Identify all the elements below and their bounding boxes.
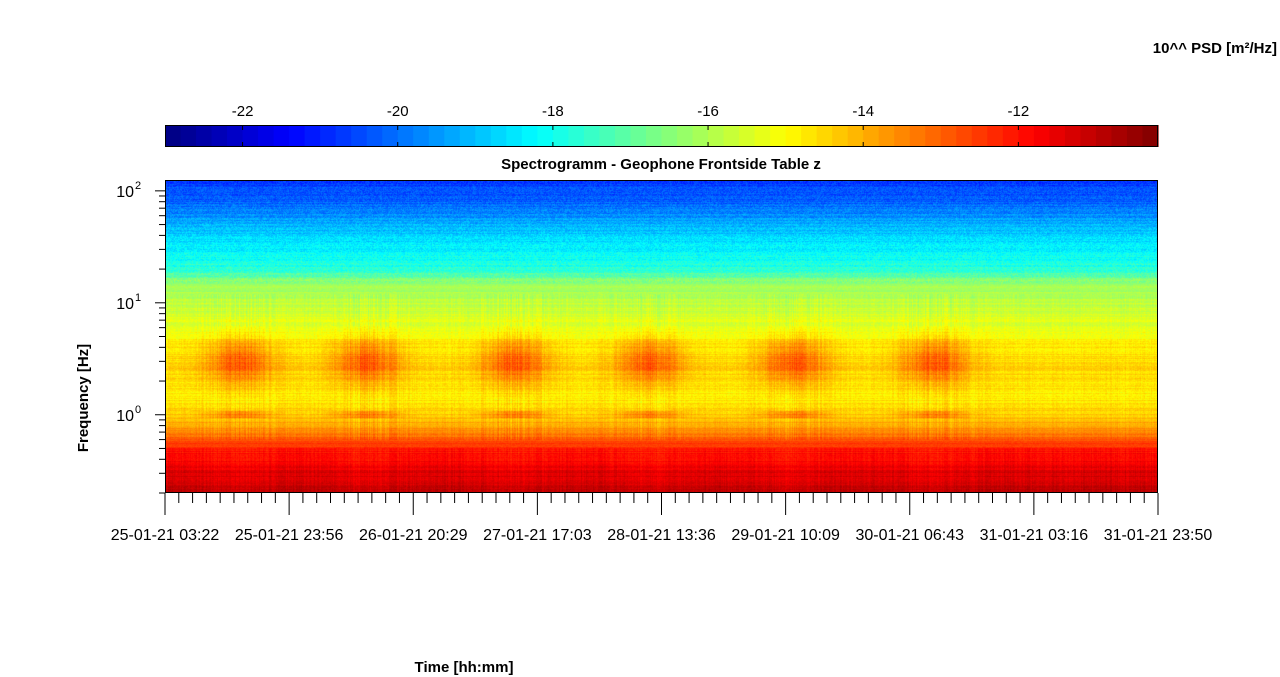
y-tick-label-exponent: 2: [135, 180, 141, 192]
colorbar-segment: [677, 125, 694, 147]
colorbar-segment: [1002, 125, 1019, 147]
colorbar-segment: [1033, 125, 1050, 147]
colorbar-segment: [227, 125, 244, 147]
y-axis-label: Frequency [Hz]: [75, 344, 92, 452]
colorbar-segment: [1080, 125, 1097, 147]
x-tick-label: 26-01-21 20:29: [359, 527, 468, 544]
colorbar-segment: [630, 125, 647, 147]
colorbar-tick-label: -12: [1008, 103, 1030, 120]
colorbar-segment: [987, 125, 1004, 147]
plot-frame: [165, 180, 1158, 493]
colorbar-segment: [1018, 125, 1035, 147]
colorbar-frame: [165, 125, 1158, 147]
colorbar-segment: [599, 125, 616, 147]
colorbar-segment: [785, 125, 802, 147]
colorbar-segment: [1049, 125, 1066, 147]
colorbar-tick-label: -16: [697, 103, 719, 120]
colorbar-segment: [413, 125, 430, 147]
x-tick-label: 29-01-21 10:09: [731, 527, 840, 544]
x-axis: 25-01-21 03:22 25-01-21 23:56 26-01-21 20:…: [111, 493, 1213, 544]
colorbar: [165, 125, 1159, 147]
colorbar-segment: [754, 125, 771, 147]
colorbar-segment: [242, 125, 259, 147]
colorbar-segment: [351, 125, 368, 147]
y-tick-label: 10: [116, 184, 134, 201]
colorbar-segment: [770, 125, 787, 147]
colorbar-segment: [444, 125, 461, 147]
colorbar-segment: [459, 125, 476, 147]
spectrogram-heatmap: [165, 180, 1158, 493]
colorbar-segment: [258, 125, 275, 147]
colorbar-segment: [180, 125, 197, 147]
colorbar-tick-label: -20: [387, 103, 409, 120]
colorbar-segment: [1142, 125, 1159, 147]
colorbar-segment: [506, 125, 523, 147]
colorbar-segment: [909, 125, 926, 147]
colorbar-tick-label: -18: [542, 103, 564, 120]
colorbar-segment: [165, 125, 182, 147]
colorbar-segment: [382, 125, 399, 147]
colorbar-segment: [490, 125, 507, 147]
colorbar-segment: [925, 125, 942, 147]
y-tick-label: 10: [116, 408, 134, 425]
x-tick-label: 31-01-21 23:50: [1104, 527, 1213, 544]
x-tick-label: 28-01-21 13:36: [607, 527, 716, 544]
chart-title: Spectrogramm - Geophone Frontside Table …: [501, 156, 821, 173]
colorbar-tick-label: -14: [852, 103, 874, 120]
colorbar-ticks: -22 -20 -18 -16 -14 -12: [232, 103, 1029, 147]
colorbar-segment: [645, 125, 663, 147]
colorbar-segment: [273, 125, 290, 147]
colorbar-segment: [1111, 125, 1128, 147]
x-tick-label: 27-01-21 17:03: [483, 527, 592, 544]
colorbar-segment: [1126, 125, 1144, 147]
colorbar-segment: [708, 125, 725, 147]
colorbar-segment: [537, 125, 554, 147]
colorbar-segment: [335, 125, 352, 147]
colorbar-segment: [832, 125, 849, 147]
colorbar-segment: [552, 125, 570, 147]
colorbar-segment: [614, 125, 632, 147]
colorbar-segment: [1095, 125, 1113, 147]
colorbar-segment: [894, 125, 911, 147]
colorbar-tick-label: -22: [232, 103, 254, 120]
colorbar-segment: [863, 125, 880, 147]
colorbar-segment: [739, 125, 756, 147]
colorbar-segment: [878, 125, 895, 147]
colorbar-segment: [816, 125, 833, 147]
y-tick-label-exponent: 1: [135, 292, 141, 304]
x-axis-label: Time [hh:mm]: [415, 659, 514, 676]
colorbar-segment: [1064, 125, 1082, 147]
colorbar-segment: [568, 125, 585, 147]
colorbar-segment: [428, 125, 445, 147]
colorbar-segment: [956, 125, 973, 147]
colorbar-segment: [971, 125, 988, 147]
colorbar-segment: [475, 125, 492, 147]
colorbar-segment: [723, 125, 740, 147]
colorbar-segment: [801, 125, 818, 147]
colorbar-segment: [289, 125, 306, 147]
y-tick-label-exponent: 0: [135, 404, 141, 416]
colorbar-segment: [661, 125, 678, 147]
colorbar-segment: [692, 125, 709, 147]
colorbar-segment: [196, 125, 213, 147]
x-tick-label: 25-01-21 03:22: [111, 527, 220, 544]
colorbar-segment: [940, 125, 957, 147]
x-tick-label: 25-01-21 23:56: [235, 527, 344, 544]
colorbar-segment: [521, 125, 538, 147]
colorbar-segment: [320, 125, 337, 147]
colorbar-segment: [397, 125, 414, 147]
colorbar-segment: [211, 125, 228, 147]
colorbar-label: 10^^ PSD [m²/Hz]: [1152, 40, 1277, 57]
colorbar-segment: [847, 125, 864, 147]
x-tick-label: 31-01-21 03:16: [980, 527, 1089, 544]
y-tick-label: 10: [116, 296, 134, 313]
colorbar-segment: [583, 125, 601, 147]
colorbar-segment: [304, 125, 321, 147]
x-tick-label: 30-01-21 06:43: [855, 527, 964, 544]
colorbar-segment: [366, 125, 383, 147]
